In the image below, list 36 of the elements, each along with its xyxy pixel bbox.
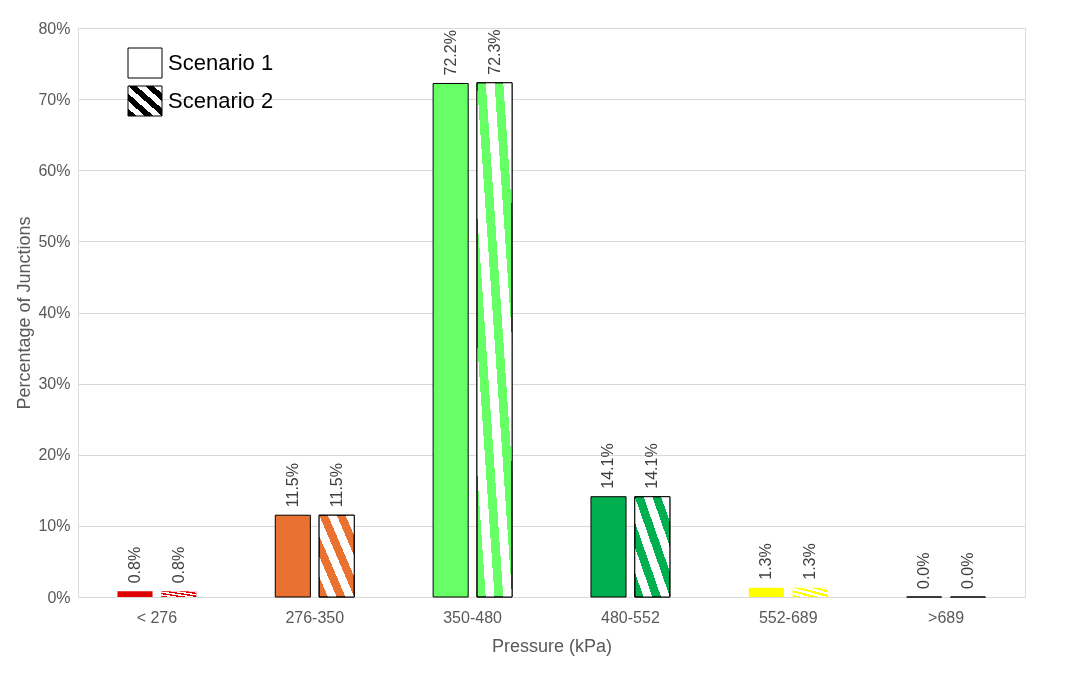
legend-label: Scenario 1 (168, 50, 274, 75)
data-label: 1.3% (801, 543, 819, 580)
bar (432, 82, 469, 598)
y-tick-label: 80% (38, 19, 71, 37)
y-axis-title: Percentage of Junctions (14, 216, 35, 410)
data-label: 11.5% (327, 463, 345, 508)
data-label: 72.3% (485, 29, 503, 75)
x-axis-title: Pressure (kPa) (491, 635, 613, 656)
y-tick-label: 60% (38, 161, 71, 179)
data-label: 14.1% (643, 443, 661, 489)
data-label: 0.8% (126, 546, 143, 584)
legend-label: Scenario 2 (168, 88, 274, 113)
x-tick-label: 350-480 (443, 608, 503, 626)
data-label: 0.0% (915, 552, 933, 589)
data-label: 11.5% (283, 463, 301, 508)
x-tick-label: 552-689 (758, 608, 818, 626)
data-label: 0.0% (959, 552, 976, 589)
x-tick-label: 276-350 (285, 608, 345, 626)
y-tick-label: 50% (38, 232, 71, 250)
bar (748, 587, 784, 597)
y-tick-label: 70% (38, 90, 71, 108)
bar (117, 591, 153, 597)
x-tick-label: 480-552 (601, 608, 660, 626)
bar (590, 496, 627, 598)
data-label: 14.1% (599, 443, 617, 489)
y-tick-label: 30% (38, 375, 71, 393)
data-label: 72.2% (441, 30, 459, 76)
y-tick-label: 20% (38, 446, 71, 464)
bar (274, 514, 311, 598)
data-label: 1.3% (757, 543, 775, 580)
y-tick-label: 10% (38, 517, 71, 535)
y-tick-label: 0% (47, 588, 71, 606)
x-tick-label: >689 (928, 608, 965, 626)
y-tick-label: 40% (38, 304, 71, 321)
data-label: 0.8% (169, 546, 187, 584)
x-tick-label: < 276 (136, 608, 178, 626)
